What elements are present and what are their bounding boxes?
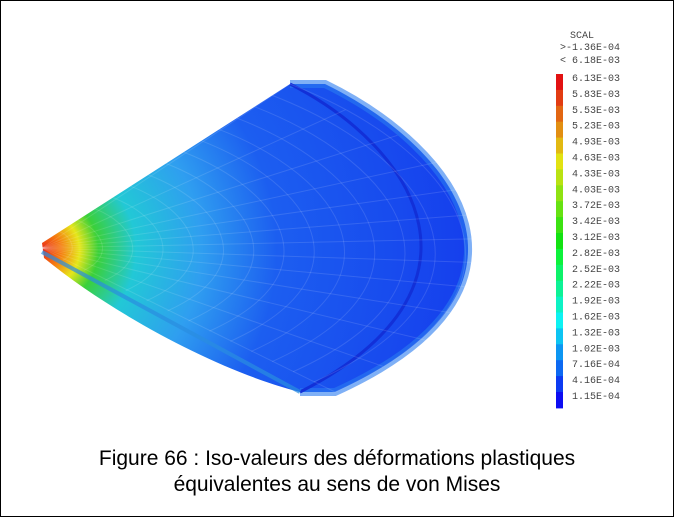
mesh-arc xyxy=(59,231,73,261)
mesh-arc xyxy=(77,219,103,271)
mesh-arc xyxy=(236,117,376,363)
bottom-edge xyxy=(41,250,301,394)
color-swatch xyxy=(556,328,563,345)
legend-label: 5.53E-03 xyxy=(572,106,620,117)
legend-label: 1.92E-03 xyxy=(572,297,620,308)
color-swatch xyxy=(556,201,563,218)
legend-label: 1.02E-03 xyxy=(572,344,620,355)
color-swatch xyxy=(556,169,563,186)
legend-title: SCAL xyxy=(570,31,594,42)
color-swatch xyxy=(556,137,563,154)
color-swatch xyxy=(556,360,563,377)
mesh-arc xyxy=(165,163,255,322)
color-swatch xyxy=(556,121,563,139)
color-swatch xyxy=(556,233,563,250)
legend-label: 4.03E-03 xyxy=(572,185,620,196)
mesh-arc xyxy=(148,174,224,312)
legend-label: 4.93E-03 xyxy=(572,138,620,149)
legend-label: 1.15E-04 xyxy=(572,392,620,403)
legend-max: >-1.36E-04 xyxy=(560,43,620,54)
color-swatch xyxy=(556,264,563,282)
legend-label: 1.62E-03 xyxy=(572,313,620,324)
color-swatch xyxy=(556,344,563,361)
mesh-body xyxy=(42,84,469,392)
mesh-arc xyxy=(218,128,345,352)
mesh-arc xyxy=(272,94,436,383)
color-swatch xyxy=(556,74,563,91)
legend-label: 2.52E-03 xyxy=(572,265,620,276)
mesh-ray xyxy=(41,247,384,367)
mesh-ray xyxy=(41,247,428,342)
fem-plot xyxy=(41,80,513,396)
color-swatch xyxy=(556,89,563,107)
legend-label: 1.32E-03 xyxy=(572,328,620,339)
mesh-ray xyxy=(41,160,443,249)
mesh-ray xyxy=(41,247,510,265)
legend-label: 6.13E-03 xyxy=(572,74,620,85)
legend-label: 3.72E-03 xyxy=(572,201,620,212)
mesh-ray xyxy=(41,134,398,249)
color-swatch xyxy=(556,280,563,298)
color-swatch xyxy=(556,248,563,266)
mesh-ray xyxy=(41,247,494,290)
legend-label: 7.16E-04 xyxy=(572,360,620,371)
legend-label: 3.12E-03 xyxy=(572,233,620,244)
mesh-ray xyxy=(41,83,291,249)
mesh-arc xyxy=(94,208,134,281)
legend-min: < 6.18E-03 xyxy=(560,56,620,67)
color-swatch xyxy=(556,312,563,329)
outer-band xyxy=(290,80,472,396)
mesh-arc xyxy=(254,106,406,373)
mesh-ray xyxy=(41,247,336,393)
caption-line: Figure 66 : Iso-valeurs des déformations… xyxy=(99,447,575,470)
mesh-arc xyxy=(289,83,466,393)
color-swatch xyxy=(556,376,563,393)
mesh-arc xyxy=(201,140,315,342)
mesh-ray xyxy=(41,237,513,249)
legend-label: 4.16E-04 xyxy=(572,376,620,387)
mesh-arc xyxy=(183,151,285,332)
mesh-ray xyxy=(41,211,502,249)
mesh-arc xyxy=(130,185,194,302)
legend-label: 2.22E-03 xyxy=(572,281,620,292)
edge xyxy=(289,82,423,394)
color-swatch xyxy=(556,153,563,170)
legend-label: 2.82E-03 xyxy=(572,249,620,260)
mesh-ray xyxy=(41,186,479,249)
caption-line: équivalentes au sens de von Mises xyxy=(174,473,501,496)
mesh-ray xyxy=(41,109,346,249)
legend-label: 5.83E-03 xyxy=(572,90,620,101)
color-swatch xyxy=(556,392,563,409)
color-swatch xyxy=(556,217,563,234)
mesh-arc xyxy=(112,197,164,292)
mesh-lines xyxy=(41,83,513,393)
legend-label: 5.23E-03 xyxy=(572,122,620,133)
legend-label: 3.42E-03 xyxy=(572,217,620,228)
mesh-ray xyxy=(41,247,466,316)
color-swatch xyxy=(556,296,563,313)
legend-label: 4.63E-03 xyxy=(572,154,620,165)
legend-label: 4.33E-03 xyxy=(572,169,620,180)
color-swatch xyxy=(556,185,563,202)
color-swatch xyxy=(556,105,563,123)
legend: SCAL >-1.36E-04 < 6.18E-03 6.13E-03 5.83E… xyxy=(556,31,620,409)
